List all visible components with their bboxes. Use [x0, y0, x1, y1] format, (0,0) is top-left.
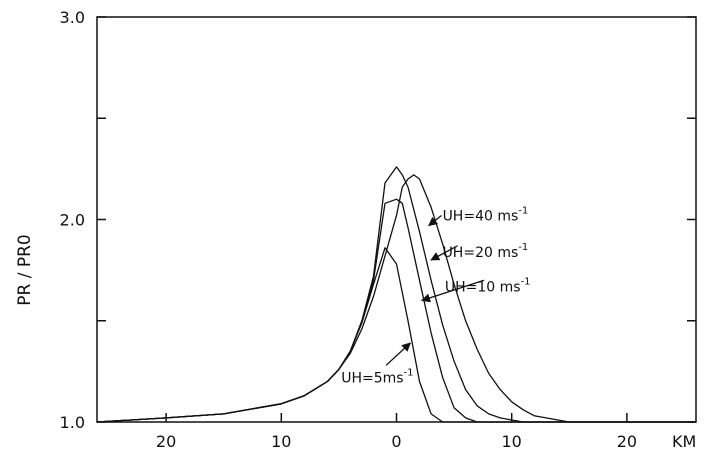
x-tick-label: 10 — [502, 432, 522, 451]
annotation-arrow — [428, 214, 442, 227]
x-axis: 20 10 0 10 20 — [156, 413, 637, 451]
series-line-3 — [96, 198, 696, 423]
series-label: UH=5ms-1 — [341, 367, 413, 386]
annotation-arrow — [430, 245, 458, 261]
series-label: UH=40 ms-1 — [443, 205, 529, 224]
series-label: UH=10 ms-1 — [445, 276, 531, 295]
y-tick-label: 3.0 — [60, 8, 85, 27]
x-tick-label: 20 — [617, 432, 637, 451]
annotation-arrow — [420, 279, 485, 303]
y-axis: 1.0 2.0 3.0 — [60, 8, 696, 432]
x-tick-label: 20 — [156, 432, 176, 451]
plot-frame — [96, 16, 697, 423]
y-tick-label: 1.0 — [60, 413, 85, 432]
annotation-group: UH=40 ms-1 UH=20 ms-1 UH=10 ms-1 UH=5ms-1 — [341, 205, 530, 386]
series-label: UH=20 ms-1 — [443, 242, 529, 261]
series-group — [96, 166, 696, 423]
x-tick-label: 0 — [391, 432, 401, 451]
y-axis-label: PR / PR0 — [15, 234, 35, 305]
x-tick-label: 10 — [271, 432, 291, 451]
series-line-4 — [96, 247, 696, 423]
x-axis-unit: KM — [672, 432, 696, 451]
y-tick-label: 2.0 — [60, 211, 85, 230]
annotation-arrow — [385, 342, 411, 366]
